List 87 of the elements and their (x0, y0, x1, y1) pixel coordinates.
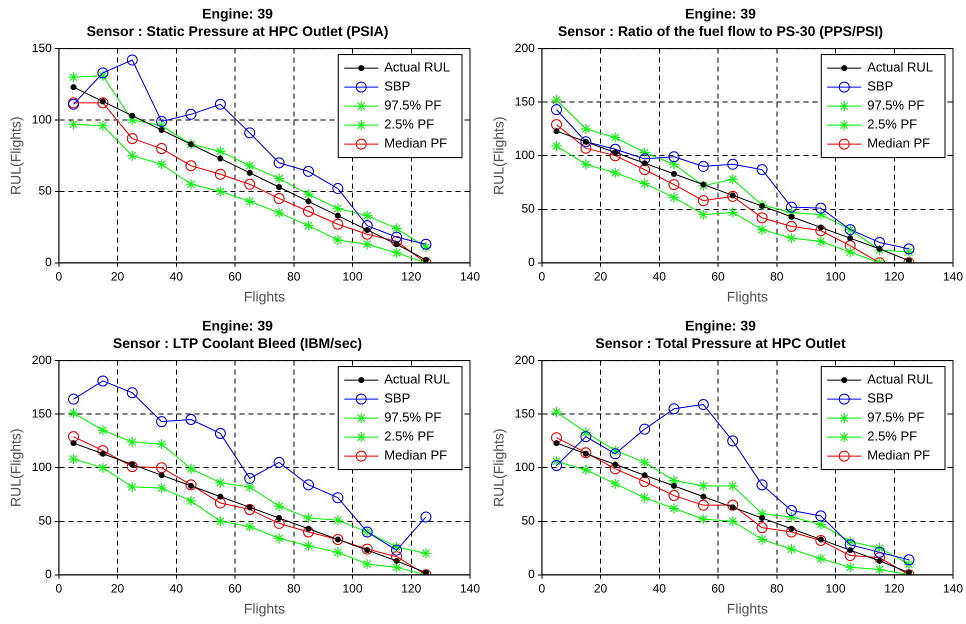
x-tick-label: 100 (825, 269, 846, 284)
legend-label: Median PF (867, 136, 930, 151)
x-tick-label: 100 (825, 581, 846, 596)
y-tick-label: 150 (514, 406, 536, 420)
x-tick-label: 140 (460, 581, 480, 596)
chart-title: Engine: 39 (202, 5, 274, 22)
y-tick-label: 100 (514, 148, 536, 162)
x-tick-label: 40 (652, 581, 666, 596)
x-tick-label: 140 (942, 581, 964, 596)
x-tick-label: 60 (711, 581, 726, 596)
y-tick-label: 100 (514, 460, 536, 474)
legend-label: 2.5% PF (867, 116, 918, 132)
legend-label: Actual RUL (384, 60, 450, 75)
y-axis-title: RUL(Flights) (490, 116, 506, 195)
x-tick-label: 120 (401, 269, 422, 284)
y-tick-label: 200 (514, 352, 536, 367)
legend-label: 2.5% PF (867, 428, 918, 444)
x-tick-label: 40 (170, 581, 184, 596)
chart-subtitle: Sensor : Static Pressure at HPC Outlet (PSIA) (86, 23, 388, 40)
legend-label: 97.5% PF (867, 410, 924, 425)
y-axis-title: RUL(Flights) (7, 428, 24, 507)
x-tick-label: 100 (342, 581, 363, 596)
chart-title: Engine: 39 (202, 317, 274, 334)
y-tick-label: 0 (528, 255, 536, 270)
legend-label: Median PF (384, 448, 448, 463)
chart-subtitle: Sensor : LTP Coolant Bleed (IBM/sec) (112, 335, 362, 352)
x-tick-label: 120 (884, 269, 905, 284)
chart-title: Engine: 39 (685, 5, 756, 22)
x-tick-label: 120 (401, 581, 422, 596)
x-tick-label: 20 (110, 581, 125, 596)
legend-label: Median PF (867, 448, 930, 463)
legend-label: 2.5% PF (384, 428, 434, 444)
legend-label: Median PF (384, 136, 448, 151)
x-axis-title: Flights (726, 600, 768, 616)
x-tick-label: 20 (594, 581, 608, 596)
y-axis-title: RUL(Flights) (7, 116, 24, 195)
chart-title: Engine: 39 (685, 317, 756, 334)
y-tick-label: 150 (514, 94, 536, 108)
y-tick-label: 50 (521, 514, 536, 528)
legend-label: 97.5% PF (384, 98, 442, 113)
y-axis-title: RUL(Flights) (490, 428, 506, 507)
x-tick-label: 60 (228, 269, 242, 284)
x-tick-label: 0 (538, 581, 546, 596)
x-tick-label: 80 (770, 269, 784, 284)
chart-subtitle: Sensor : Total Pressure at HPC Outlet (595, 335, 846, 352)
y-tick-label: 50 (38, 514, 52, 528)
x-tick-label: 0 (55, 581, 62, 596)
legend-label: SBP (867, 390, 894, 406)
x-tick-label: 60 (711, 269, 726, 284)
x-axis-title: Flights (726, 288, 768, 304)
x-tick-label: 20 (594, 269, 608, 284)
legend-label: Actual RUL (867, 60, 933, 75)
x-axis-title: Flights (244, 600, 286, 616)
legend-label: SBP (384, 390, 410, 406)
legend-label: 2.5% PF (384, 116, 434, 132)
y-tick-label: 200 (514, 40, 536, 55)
x-tick-label: 80 (770, 581, 784, 596)
x-tick-label: 100 (342, 269, 363, 284)
y-tick-label: 0 (45, 255, 52, 270)
y-tick-label: 0 (528, 567, 536, 582)
chart-subtitle: Sensor : Ratio of the fuel flow to PS-30 (PPS/PSI) (558, 23, 884, 40)
legend-label: SBP (384, 78, 410, 94)
y-tick-label: 50 (521, 202, 536, 216)
y-tick-label: 100 (32, 112, 52, 126)
legend-label: 97.5% PF (867, 98, 924, 113)
x-tick-label: 140 (460, 269, 480, 284)
y-tick-label: 150 (32, 406, 52, 420)
x-tick-label: 40 (652, 269, 666, 284)
x-tick-label: 0 (55, 269, 62, 284)
legend-label: SBP (867, 78, 894, 94)
x-tick-label: 120 (884, 581, 905, 596)
x-tick-label: 80 (287, 269, 301, 284)
legend-label: Actual RUL (867, 372, 933, 387)
x-tick-label: 140 (942, 269, 964, 284)
y-tick-label: 100 (32, 460, 52, 474)
y-tick-label: 50 (38, 184, 52, 198)
legend-label: 97.5% PF (384, 410, 442, 425)
x-tick-label: 80 (287, 581, 301, 596)
legend-label: Actual RUL (384, 372, 450, 387)
x-tick-label: 20 (110, 269, 125, 284)
y-tick-label: 0 (45, 567, 52, 582)
x-tick-label: 60 (228, 581, 242, 596)
x-tick-label: 0 (538, 269, 546, 284)
y-tick-label: 200 (32, 352, 52, 367)
y-tick-label: 150 (32, 40, 52, 55)
x-axis-title: Flights (244, 288, 286, 304)
x-tick-label: 40 (170, 269, 184, 284)
